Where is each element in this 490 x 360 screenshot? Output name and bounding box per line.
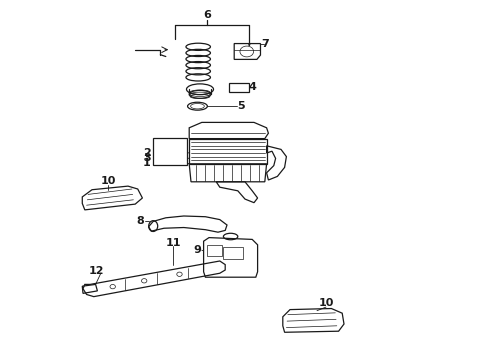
Text: 5: 5	[237, 101, 245, 111]
Text: 3: 3	[143, 153, 150, 163]
Text: 6: 6	[203, 10, 211, 20]
Text: 2: 2	[143, 148, 150, 158]
Text: 4: 4	[248, 82, 256, 92]
Text: 10: 10	[100, 176, 116, 186]
Text: 12: 12	[89, 266, 104, 276]
Text: 1: 1	[143, 158, 150, 168]
Text: 8: 8	[137, 216, 145, 226]
Text: 10: 10	[318, 298, 334, 309]
Text: 7: 7	[262, 39, 270, 49]
Text: 9: 9	[194, 245, 201, 255]
Text: 11: 11	[165, 238, 181, 248]
